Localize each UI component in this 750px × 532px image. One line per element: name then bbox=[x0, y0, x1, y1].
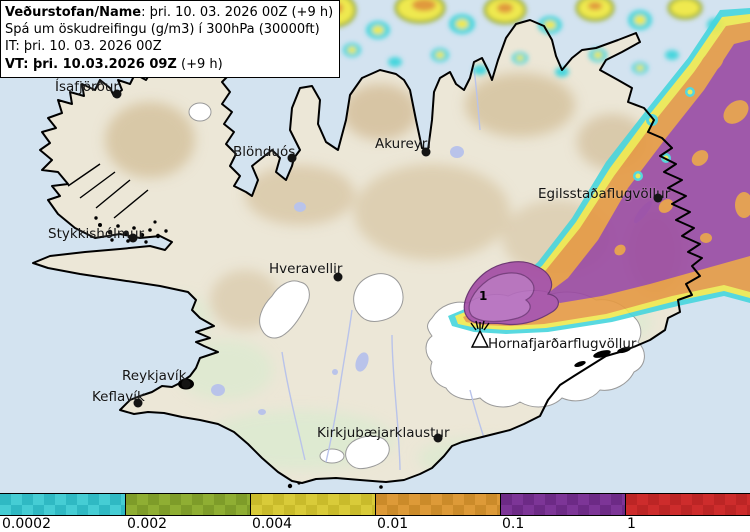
glacier-myrdalsjokull bbox=[345, 435, 390, 470]
map-canvas bbox=[32, 0, 750, 489]
colorbar-segment-0.002 bbox=[125, 494, 250, 515]
lakes bbox=[211, 146, 653, 415]
colorbar-label-0.0002: 0.0002 bbox=[2, 516, 51, 532]
info-line-issuer: Veðurstofan/Name: þri. 10. 03. 2026 00Z … bbox=[5, 5, 334, 20]
coastline bbox=[32, 19, 703, 484]
plume-tail-core bbox=[468, 272, 535, 323]
info-line-issue-time: IT: þri. 10. 03. 2026 00Z bbox=[5, 39, 162, 55]
glacier-langjokull bbox=[259, 280, 310, 339]
info-line-product: Spá um öskudreifingu (g/m3) í 300hPa (30… bbox=[5, 22, 320, 38]
colorbar-label-1: 1 bbox=[627, 516, 636, 532]
colorbar-segment-0.01 bbox=[375, 494, 500, 515]
colorbar-segment-0.1 bbox=[500, 494, 625, 515]
colorbar-label-0.004: 0.004 bbox=[252, 516, 293, 532]
concentration-colorbar bbox=[0, 493, 750, 515]
islets bbox=[94, 216, 383, 489]
colorbar-label-0.1: 0.1 bbox=[502, 516, 525, 532]
colorbar-segment-0.0002 bbox=[0, 494, 125, 515]
plume-inner-patches bbox=[570, 51, 750, 256]
volcano-eruption-icon bbox=[470, 320, 490, 348]
fjord-lines bbox=[67, 163, 149, 219]
colorbar-label-strip: 0.0002 0.002 0.004 0.01 0.1 1 bbox=[0, 515, 750, 532]
iceland-map: 1 Ísafjörður Blönduós Akureyri Egilsstaðafl… bbox=[32, 0, 750, 489]
colorbar-segment-0.004 bbox=[250, 494, 375, 515]
glacier-eyjafjallajokull bbox=[319, 448, 345, 464]
ash-plume bbox=[448, 8, 750, 334]
glacier-hofsjokull bbox=[353, 273, 404, 323]
glacier-drangajokull bbox=[188, 102, 212, 122]
info-line-valid-time: VT: þri. 10.03.2026 09Z (+9 h) bbox=[5, 56, 223, 72]
colorbar-label-0.01: 0.01 bbox=[377, 516, 409, 532]
colorbar-label-0.002: 0.002 bbox=[127, 516, 168, 532]
forecast-info-box: Veðurstofan/Name: þri. 10. 03. 2026 00Z … bbox=[0, 0, 341, 78]
colorbar-segment-1 bbox=[625, 494, 750, 515]
